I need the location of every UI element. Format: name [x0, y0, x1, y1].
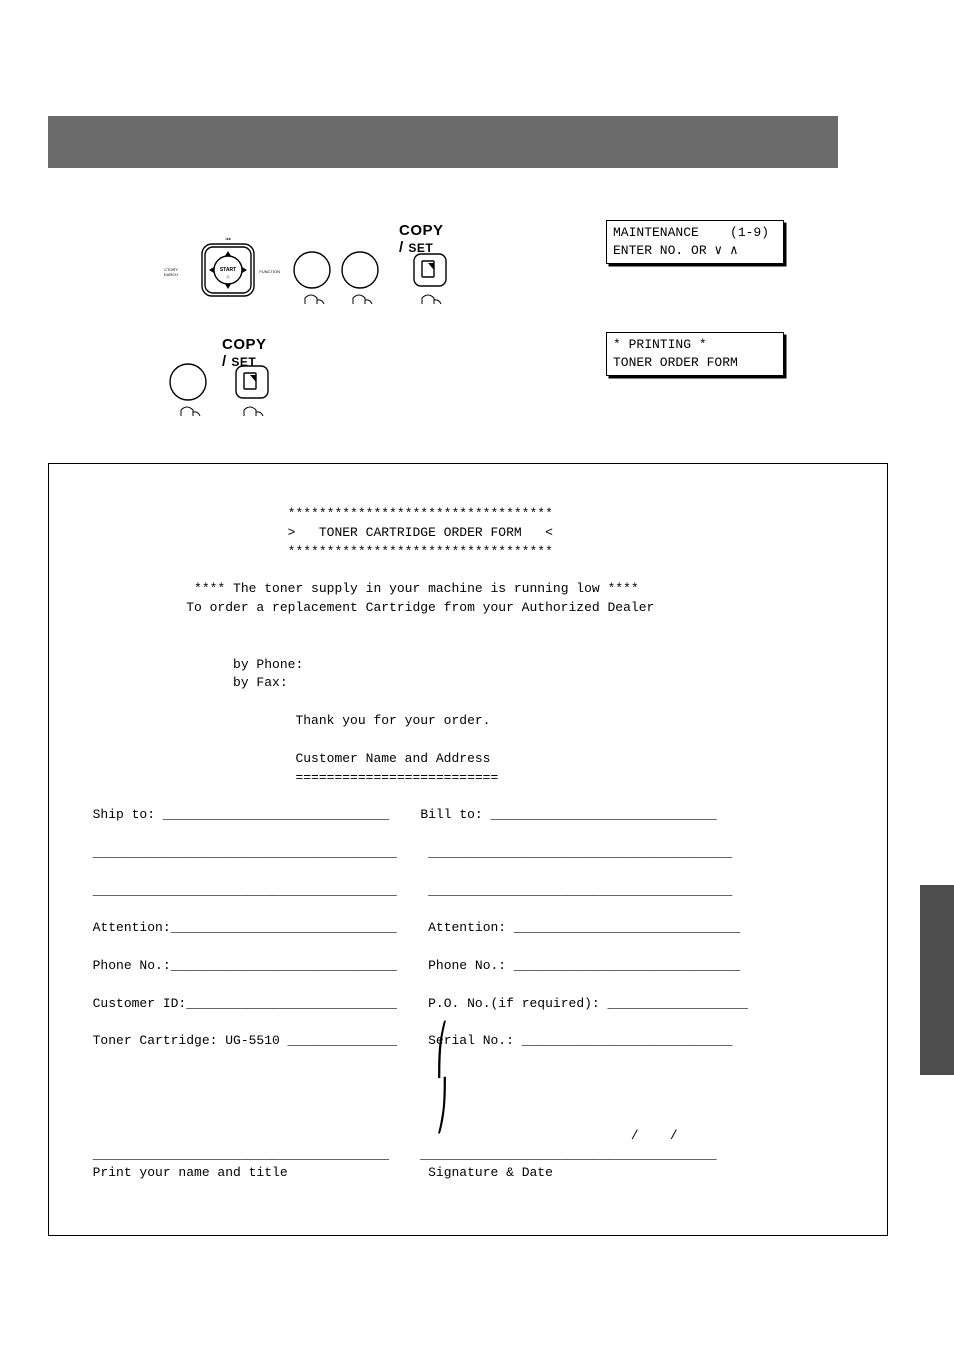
side-tab: [920, 885, 954, 1075]
toner-order-form: ********************************** > TON…: [48, 463, 888, 1236]
form-byphone: by Phone:: [233, 657, 303, 672]
form-printname: Print your name and title: [93, 1165, 288, 1180]
svg-text:◇: ◇: [226, 274, 230, 279]
top-bar: [48, 116, 838, 168]
ul: ___________________________: [522, 1033, 733, 1048]
lcd1-line2: ENTER NO. OR ∨ ∧: [613, 243, 738, 258]
ul: _____________________________: [163, 807, 389, 822]
lcd2-line2: TONER ORDER FORM: [613, 355, 738, 370]
lcd-display-1: MAINTENANCE (1-9) ENTER NO. OR ∨ ∧: [606, 220, 784, 264]
form-stars2: **********************************: [288, 544, 553, 559]
ul: _______________________________________: [428, 883, 732, 898]
ul: _____________________________: [514, 958, 740, 973]
form-cust: Customer Name and Address: [295, 751, 490, 766]
ul: ______________________________________: [93, 1147, 389, 1162]
ul: _____________________________: [514, 920, 740, 935]
lcd2-line1: * PRINTING *: [613, 337, 707, 352]
form-pono: P.O. No.(if required):: [428, 996, 600, 1011]
form-sigdate: Signature & Date: [428, 1165, 553, 1180]
form-warn1: **** The toner supply in your machine is…: [194, 581, 639, 596]
ul: _____________________________: [491, 807, 717, 822]
lcd-display-2: * PRINTING * TONER ORDER FORM: [606, 332, 784, 376]
svg-text:SEARCH: SEARCH: [164, 272, 178, 277]
ul: _____________________________: [171, 920, 397, 935]
svg-text:FUNCTION: FUNCTION: [259, 269, 280, 274]
form-phoneno-l: Phone No.:: [93, 958, 171, 973]
form-stars1: **********************************: [288, 506, 553, 521]
form-warn2: To order a replacement Cartridge from yo…: [186, 600, 654, 615]
form-shipto: Ship to:: [93, 807, 155, 822]
form-billto: Bill to:: [420, 807, 482, 822]
form-custline: ==========================: [295, 770, 498, 785]
form-title: > TONER CARTRIDGE ORDER FORM <: [288, 525, 553, 540]
curly-separator: ⎛⎠: [436, 1022, 448, 1134]
lcd1-line1: MAINTENANCE (1-9): [613, 225, 769, 240]
ul: _______________________________________: [428, 845, 732, 860]
ul: ___________________________: [186, 996, 397, 1011]
svg-text:1▸▸: 1▸▸: [225, 236, 231, 241]
form-attention-l: Attention:: [93, 920, 171, 935]
form-toner: Toner Cartridge: UG-5510: [93, 1033, 280, 1048]
form-attention-r: Attention:: [428, 920, 506, 935]
form-custid: Customer ID:: [93, 996, 187, 1011]
ul: _____________________________: [171, 958, 397, 973]
ul: ______________: [288, 1033, 397, 1048]
ul: ______________________________________: [420, 1147, 716, 1162]
ul: __________________: [608, 996, 748, 1011]
svg-text:START: START: [220, 267, 236, 273]
diagram1-svg: START ◇ 1▸▸ DIRECTORY SEARCH FUNCTION: [164, 230, 494, 330]
ul: _______________________________________: [93, 883, 397, 898]
diagram2-svg: [164, 346, 364, 436]
form-phoneno-r: Phone No.:: [428, 958, 506, 973]
form-thank: Thank you for your order.: [295, 713, 490, 728]
form-slashes: / /: [631, 1128, 678, 1143]
ul: _______________________________________: [93, 845, 397, 860]
form-byfax: by Fax:: [233, 675, 288, 690]
